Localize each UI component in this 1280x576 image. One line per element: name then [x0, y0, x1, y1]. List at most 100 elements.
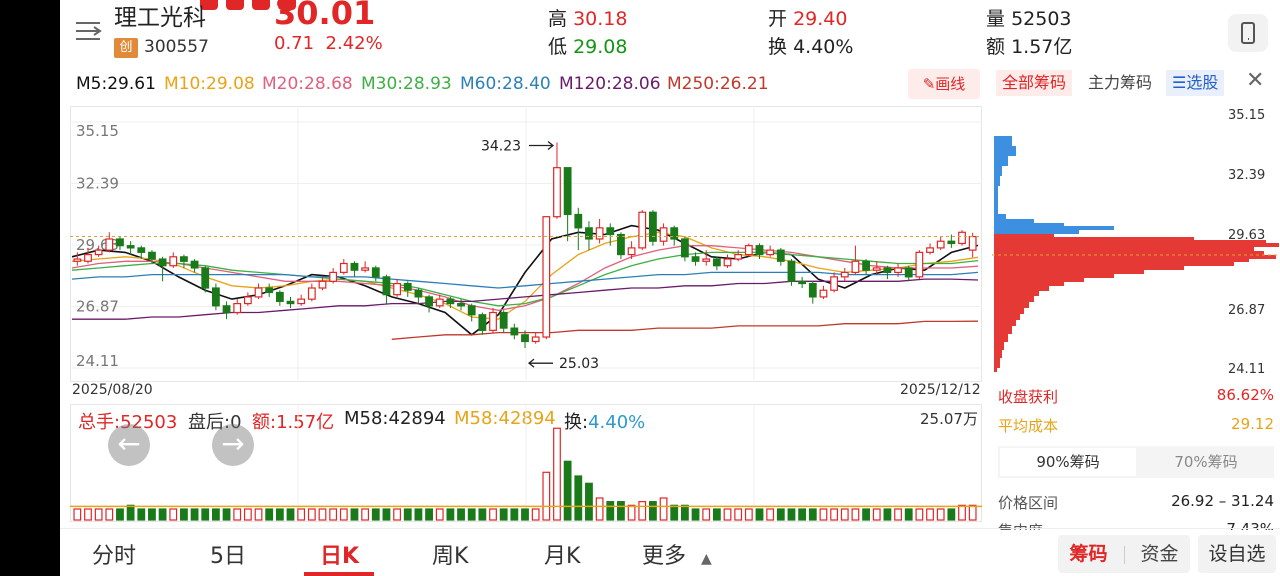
- tab-daily-k[interactable]: 日K: [320, 544, 360, 569]
- profit-ratio-row: 收盘获利 86.62%: [998, 386, 1274, 407]
- concentration-value: 7.43%: [1226, 520, 1274, 530]
- candle: [137, 247, 146, 253]
- volume-bar: [947, 508, 956, 521]
- candle: [542, 216, 551, 338]
- candle: [915, 251, 924, 278]
- chip-toggle-button[interactable]: 筹码: [1069, 543, 1108, 565]
- candle: [425, 296, 433, 307]
- draw-line-button[interactable]: ✎画线: [908, 69, 980, 99]
- volume-chart[interactable]: [70, 404, 982, 522]
- volume-bar: [798, 508, 807, 521]
- tab-main-chips[interactable]: 主力筹码: [1088, 73, 1153, 92]
- tab-stock-select[interactable]: ☰选股: [1166, 70, 1225, 96]
- add-watchlist-button[interactable]: 设自选: [1198, 535, 1276, 573]
- volume-bar: [254, 508, 263, 521]
- stock-name: 理工光科: [114, 5, 206, 31]
- price-range-row: 价格区间 26.92 – 31.24: [998, 492, 1274, 513]
- volume-bar: [84, 508, 92, 521]
- chip-distribution-chart: [992, 136, 1280, 372]
- low-label: 低: [548, 36, 568, 58]
- volume-bar: [744, 508, 753, 521]
- close-icon[interactable]: ✕: [1246, 68, 1265, 93]
- tab-weekly-k[interactable]: 周K: [432, 544, 469, 569]
- board-badge: 创: [114, 38, 138, 58]
- stock-detail-screen: 理工光科 创 300557 30.01 0.71 2.42% 高 30.18 低…: [60, 0, 1280, 576]
- volume-bar: [808, 508, 817, 521]
- phone-rotate-icon: [1241, 22, 1255, 44]
- volume-bar: [243, 508, 252, 521]
- tab-more[interactable]: 更多 ▲: [642, 538, 712, 570]
- active-tab-indicator: [304, 572, 374, 576]
- stock-code: 300557: [144, 37, 209, 57]
- caret-up-icon: ▲: [701, 551, 712, 567]
- tab-90-chips[interactable]: 90%筹码: [1000, 448, 1136, 476]
- volume-bar: [872, 508, 881, 521]
- volume-bar: [649, 501, 657, 521]
- volume-bar: [958, 504, 966, 521]
- tab-70-chips[interactable]: 70%筹码: [1174, 453, 1238, 471]
- volume-bar: [776, 508, 785, 521]
- chip-red-bar: [994, 243, 1279, 247]
- volume-bar: [926, 508, 934, 521]
- chip-tick-2: 32.39: [1228, 168, 1266, 183]
- volume-bar: [734, 508, 743, 521]
- tab-intraday[interactable]: 分时: [92, 544, 137, 569]
- candle: [339, 262, 348, 274]
- candle: [744, 245, 753, 256]
- volume-bar: [659, 497, 668, 521]
- volume-bar: [148, 508, 156, 521]
- candle: [968, 235, 977, 251]
- candle: [553, 167, 561, 218]
- m120-line: [72, 278, 979, 320]
- candle: [627, 247, 636, 256]
- landscape-toggle-button[interactable]: [1228, 14, 1268, 52]
- candle: [617, 233, 625, 256]
- total-volume: 总手:52503: [78, 412, 178, 433]
- candle: [233, 303, 242, 314]
- candle: [563, 167, 572, 216]
- turnover-rate-label: 换:: [564, 412, 589, 433]
- tab-5day[interactable]: 5日: [210, 544, 246, 569]
- chip-blue-bar: [994, 226, 1114, 230]
- volume-bar: [606, 501, 615, 521]
- price-range-value: 26.92 – 31.24: [1171, 492, 1274, 510]
- volume-bar: [94, 508, 103, 521]
- volume-bar: [478, 508, 487, 521]
- volume-bar: [286, 508, 295, 521]
- tab-monthly-k[interactable]: 月K: [544, 544, 581, 569]
- candle: [414, 289, 423, 298]
- prev-arrow-button[interactable]: ←: [108, 424, 150, 466]
- after-hours-volume: 盘后:0: [188, 412, 242, 433]
- candle: [350, 262, 359, 271]
- volume-bar: [393, 508, 401, 521]
- draw-line-label: 画线: [935, 75, 966, 93]
- volume-bar: [499, 508, 508, 521]
- volume-bar: [904, 508, 913, 521]
- chip-red-bar: [994, 302, 1029, 308]
- ma10-label: M10:29.08: [164, 74, 255, 94]
- candle: [670, 227, 679, 240]
- candle: [393, 282, 401, 296]
- chip-red-bar: [994, 255, 1276, 259]
- menu-icon[interactable]: [74, 18, 104, 44]
- avg-cost-label: 平均成本: [998, 417, 1059, 435]
- candle: [574, 213, 583, 229]
- volume-bar: [894, 508, 902, 521]
- volume-bar: [137, 508, 146, 521]
- candle: [776, 249, 785, 262]
- concentration-row: 集中度 7.43%: [998, 520, 1274, 530]
- chip-blue-bar: [994, 186, 998, 196]
- candle: [286, 300, 295, 305]
- chip-red-bar: [994, 274, 1114, 278]
- candle: [585, 227, 593, 240]
- candle: [936, 240, 945, 249]
- candle: [211, 287, 220, 307]
- tab-all-chips[interactable]: 全部筹码: [996, 70, 1073, 96]
- m10-line: [71, 231, 979, 320]
- next-arrow-button[interactable]: →: [212, 424, 254, 466]
- amount-value: 1.57亿: [1011, 36, 1073, 58]
- candle: [158, 258, 167, 267]
- fund-toggle-button[interactable]: 资金: [1140, 543, 1179, 565]
- volume-bar: [521, 508, 529, 521]
